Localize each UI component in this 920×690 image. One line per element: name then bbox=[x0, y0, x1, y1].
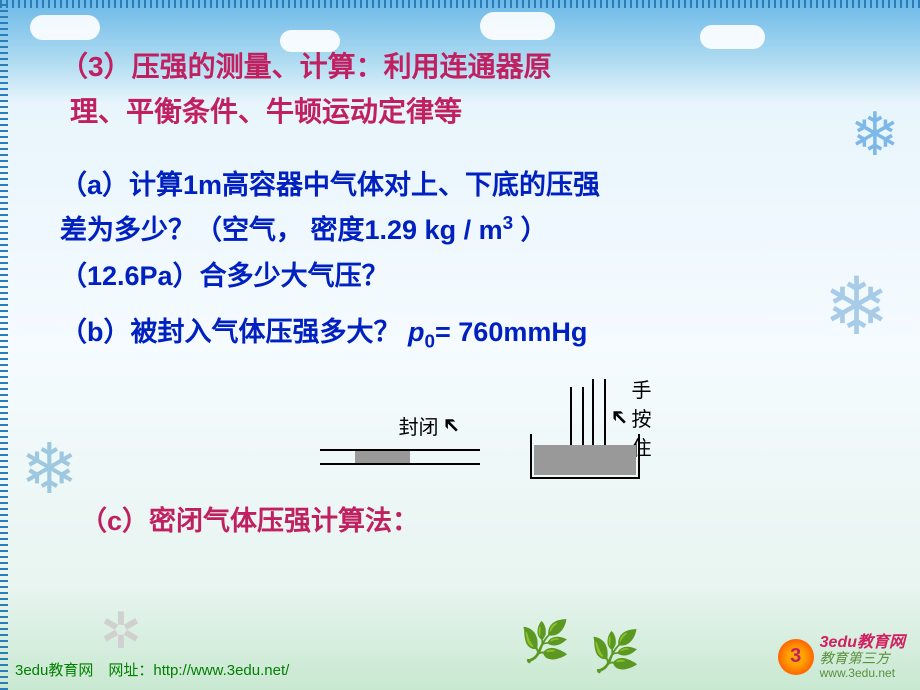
diagram-vessel: ➔ 手按住 bbox=[530, 379, 640, 479]
footer-brand: 3edu教育网 bbox=[820, 634, 905, 652]
heading-line-2: 理、平衡条件、牛顿运动定律等 bbox=[70, 90, 860, 135]
cloud-decoration bbox=[30, 15, 100, 40]
item-a-line-2: 差为多少？（空气， 密度1.29 kg / m3 ） bbox=[60, 208, 860, 254]
diagram-a-label: 封闭 bbox=[399, 411, 439, 440]
vessel-body bbox=[530, 434, 640, 479]
item-a-line-2-pre: 差为多少？（空气， 密度1.29 kg / m bbox=[60, 215, 503, 245]
item-b-text: （b）被封入气体压强多大？ bbox=[60, 317, 408, 347]
pressure-subscript: 0 bbox=[425, 332, 436, 353]
logo-icon: 3 bbox=[778, 639, 814, 675]
arrow-icon: ➔ bbox=[435, 410, 466, 441]
tube-line bbox=[320, 463, 480, 465]
cloud-decoration bbox=[480, 12, 555, 40]
tube-liquid-fill bbox=[355, 451, 410, 463]
item-c-line: （c）密闭气体压强计算法： bbox=[80, 499, 860, 538]
footer-right: 3 3edu教育网 教育第三方 www.3edu.net bbox=[778, 634, 905, 680]
pressure-equation: = 760mmHg bbox=[435, 317, 587, 347]
item-b-line: （b）被封入气体压强多大？ p0= 760mmHg bbox=[60, 310, 860, 359]
item-a-line-2-post: ） bbox=[513, 215, 548, 245]
item-a-superscript: 3 bbox=[503, 213, 514, 234]
footer-site: www.3edu.net bbox=[820, 667, 905, 680]
diagram-closed-tube: 封闭 ➔ bbox=[320, 411, 480, 479]
footer-right-text: 3edu教育网 教育第三方 www.3edu.net bbox=[820, 634, 905, 680]
decorative-border-top bbox=[0, 0, 920, 8]
footer-left-text: 3edu教育网 网址： bbox=[15, 662, 153, 679]
horizontal-tube bbox=[320, 445, 480, 469]
footer: 3edu教育网 网址：http://www.3edu.net/ 3 3edu教育… bbox=[15, 634, 905, 680]
item-a-line-1: （a）计算1m高容器中气体对上、下底的压强 bbox=[60, 163, 860, 209]
vessel-container bbox=[530, 379, 640, 479]
slide-content: （3）压强的测量、计算：利用连通器原 理、平衡条件、牛顿运动定律等 （a）计算1… bbox=[60, 45, 860, 538]
diagram-a-label-row: 封闭 ➔ bbox=[399, 411, 460, 440]
pressure-variable: p bbox=[408, 317, 425, 347]
diagram-row: 封闭 ➔ ➔ 手按住 bbox=[320, 369, 860, 479]
decorative-border-left bbox=[0, 0, 8, 690]
footer-url-link[interactable]: http://www.3edu.net/ bbox=[153, 662, 289, 679]
heading-line-1: （3）压强的测量、计算：利用连通器原 bbox=[60, 45, 860, 90]
footer-left: 3edu教育网 网址：http://www.3edu.net/ bbox=[15, 659, 289, 680]
footer-slogan: 教育第三方 bbox=[820, 651, 905, 666]
item-a-line-3: （12.6Pa）合多少大气压？ bbox=[60, 254, 860, 300]
vessel-liquid bbox=[534, 445, 636, 475]
